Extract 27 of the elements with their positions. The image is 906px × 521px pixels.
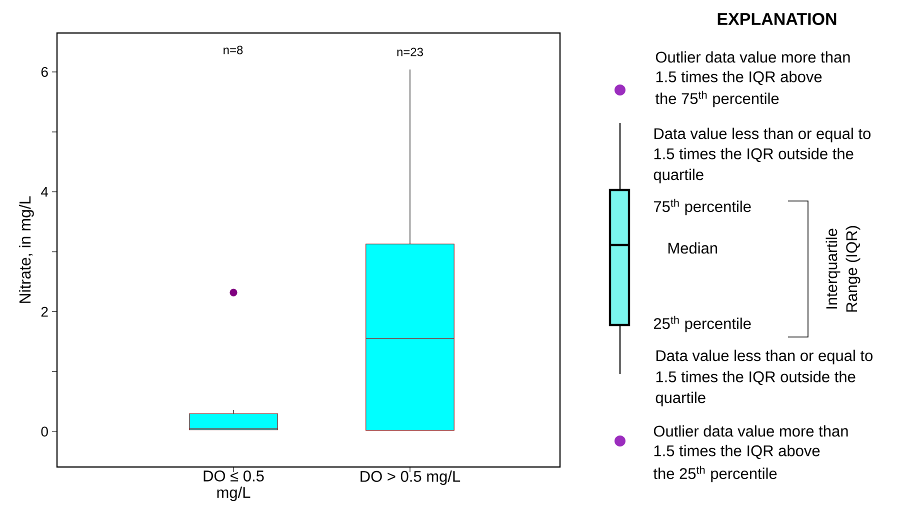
y-tick-label: 0: [41, 426, 48, 437]
y-tick-label: 4: [41, 187, 48, 197]
text: quartile: [654, 168, 704, 184]
text: Range (IQR): [846, 226, 860, 312]
text: Median: [668, 242, 718, 254]
text: Interquartile: [826, 228, 840, 308]
text: Outlier data value more than: [654, 425, 848, 437]
text: 1.5 times the IQR outside the: [654, 148, 854, 162]
text: 25$^{th}$ percentile: [654, 316, 751, 332]
text: Outlier data value more than: [656, 51, 850, 63]
text: 75$^{th}$ percentile: [654, 198, 751, 216]
y-tick-label: 6: [41, 66, 48, 77]
annotation: n=8: [224, 46, 243, 54]
text: the 75$^{th}$ percentile: [655, 90, 779, 108]
annotation: n=23: [397, 48, 423, 56]
text: 1.5 times the IQR outside the: [656, 370, 856, 386]
y-axis-title: Nitrate, in mg/L: [18, 196, 34, 303]
text: quartile: [656, 392, 706, 406]
text: EXPLANATION: [718, 12, 836, 26]
text: Data value less than or equal to: [654, 128, 871, 142]
x-tick-label: DO ≤ 0.5 mg/L: [204, 470, 264, 502]
text: 1.5 times the IQR above: [656, 70, 822, 86]
x-tick-label: DO > 0.5 mg/L: [360, 470, 460, 485]
text: 1.5 times the IQR above: [654, 444, 820, 460]
text: Data value less than or equal to: [656, 350, 873, 364]
text: the 25$^{th}$ percentile: [653, 466, 777, 482]
y-tick-label: 2: [41, 306, 48, 317]
